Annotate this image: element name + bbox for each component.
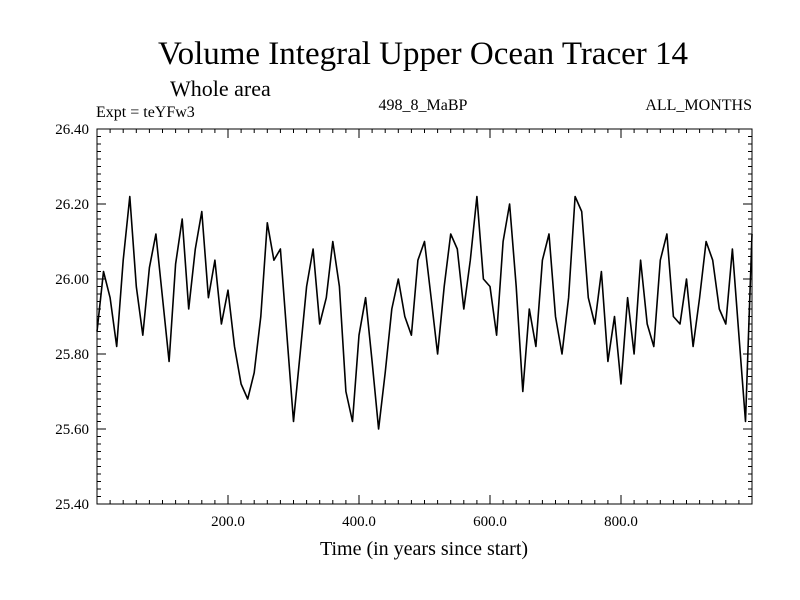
chart-titles: Volume Integral Upper Ocean Tracer 14 Wh… — [96, 36, 752, 121]
y-tick-label: 26.00 — [55, 272, 89, 288]
y-tick-label: 25.60 — [55, 422, 89, 438]
run-label: 498_8_MaBP — [379, 97, 468, 114]
y-tick-label: 25.80 — [55, 347, 89, 363]
expt-label: Expt = teYFw3 — [96, 104, 195, 121]
y-tick-label: 26.40 — [55, 122, 89, 138]
x-axis-ticks: 200.0 400.0 600.0 800.0 — [109, 129, 740, 530]
y-tick-label: 26.20 — [55, 197, 89, 213]
plot-frame — [96, 128, 753, 505]
chart-title: Volume Integral Upper Ocean Tracer 14 — [158, 36, 688, 72]
x-axis-label: Time (in years since start) — [320, 538, 528, 560]
period-label: ALL_MONTHS — [645, 97, 752, 114]
x-tick-label: 200.0 — [211, 514, 245, 530]
y-axis-ticks: 25.40 25.60 25.80 26.00 26.20 26.40 — [55, 122, 752, 513]
x-tick-label: 800.0 — [604, 514, 638, 530]
series-group — [96, 195, 753, 430]
x-tick-label: 600.0 — [473, 514, 507, 530]
series-line-0 — [96, 195, 753, 430]
chart-subtitle: Whole area — [170, 76, 271, 101]
x-tick-label: 400.0 — [342, 514, 376, 530]
y-tick-label: 25.40 — [55, 497, 89, 513]
